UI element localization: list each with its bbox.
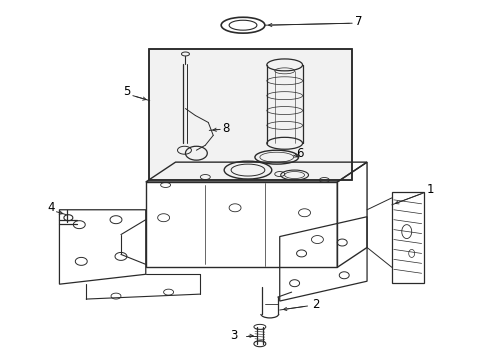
Text: 7: 7 (355, 15, 363, 28)
Text: 5: 5 (123, 85, 130, 98)
Bar (392, 192, 424, 283)
Text: 8: 8 (222, 122, 229, 135)
Text: 6: 6 (296, 147, 304, 160)
Text: 4: 4 (48, 201, 55, 214)
Text: 1: 1 (427, 184, 434, 197)
Text: 2: 2 (313, 297, 320, 311)
Bar (149, 49, 352, 180)
Bar (149, 49, 352, 180)
Text: 3: 3 (230, 329, 238, 342)
